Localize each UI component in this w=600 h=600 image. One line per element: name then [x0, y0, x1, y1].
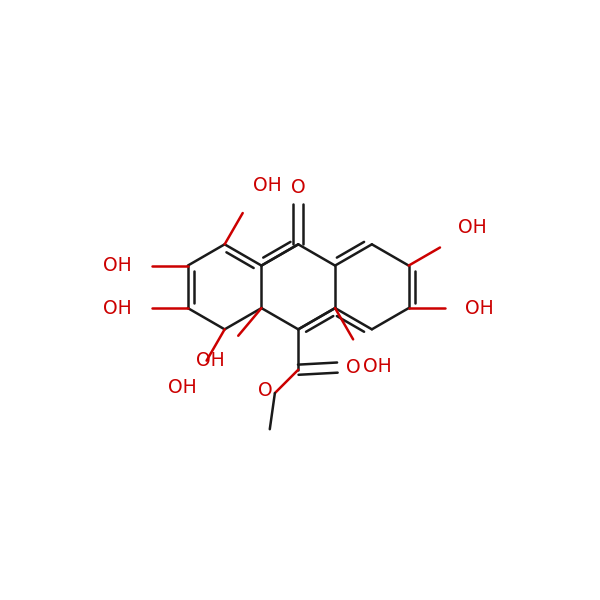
Text: OH: OH — [167, 378, 196, 397]
Text: O: O — [291, 178, 305, 197]
Text: O: O — [346, 358, 361, 377]
Text: OH: OH — [103, 256, 131, 275]
Text: OH: OH — [196, 352, 225, 370]
Text: O: O — [258, 382, 273, 400]
Text: OH: OH — [465, 299, 494, 317]
Text: OH: OH — [458, 218, 487, 238]
Text: OH: OH — [103, 299, 131, 317]
Text: OH: OH — [364, 357, 392, 376]
Text: OH: OH — [253, 176, 281, 196]
